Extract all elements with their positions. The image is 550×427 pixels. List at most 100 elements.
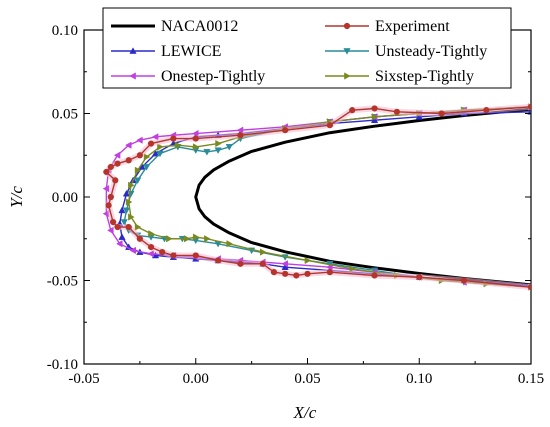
legend-item-experiment: Experiment xyxy=(325,18,450,35)
legend-marker xyxy=(343,48,351,55)
data-point xyxy=(157,143,164,151)
data-point xyxy=(527,103,531,110)
data-point xyxy=(192,129,199,138)
data-point xyxy=(326,122,333,129)
data-point xyxy=(304,270,311,277)
data-point xyxy=(259,248,267,256)
data-point xyxy=(184,235,191,243)
data-point xyxy=(142,164,151,171)
data-point xyxy=(147,140,155,147)
data-point xyxy=(156,150,164,158)
data-point xyxy=(371,105,378,112)
y-tick-label: 0.10 xyxy=(52,23,78,39)
data-point xyxy=(270,269,278,276)
data-point xyxy=(215,139,222,148)
data-point xyxy=(527,284,531,291)
data-point xyxy=(136,152,143,159)
legend-label: Sixstep-Tightly xyxy=(375,68,474,85)
data-point xyxy=(107,226,114,235)
data-point xyxy=(122,207,131,215)
data-point xyxy=(175,141,182,149)
y-tick-label: 0.05 xyxy=(52,107,78,123)
legend-label: NACA0012 xyxy=(161,18,238,35)
data-point xyxy=(281,260,288,268)
data-point xyxy=(192,143,200,151)
axis-ticks: -0.05 0.00 0.05 0.10 0.15-0.10-0.050.000.050… xyxy=(47,23,544,387)
data-point xyxy=(134,177,142,185)
data-point xyxy=(134,166,142,174)
data-point xyxy=(118,233,126,240)
series-layer xyxy=(102,103,531,291)
data-point xyxy=(204,235,211,243)
legend: NACA0012 Experiment LEWICE Unsteady-Tightly… xyxy=(102,7,512,89)
data-point xyxy=(128,181,135,189)
data-point xyxy=(103,168,110,176)
data-point xyxy=(170,135,177,142)
data-point xyxy=(192,135,199,142)
y-tick-label: -0.10 xyxy=(47,357,78,373)
data-point xyxy=(147,250,154,258)
data-point xyxy=(147,244,155,251)
data-point xyxy=(136,136,143,144)
series-experiment xyxy=(103,103,531,291)
data-point xyxy=(371,113,379,121)
x-tick-label: -0.05 xyxy=(68,371,99,387)
series-line xyxy=(194,107,531,287)
data-point xyxy=(112,177,119,184)
data-point xyxy=(259,260,266,267)
data-point xyxy=(225,144,233,151)
legend-label: LEWICE xyxy=(161,43,221,60)
data-point xyxy=(349,265,356,273)
y-tick-label: 0.00 xyxy=(52,190,78,206)
legend-item-lewice: LEWICE xyxy=(111,43,221,60)
data-point xyxy=(148,230,155,238)
data-point xyxy=(203,149,211,156)
legend-label: Experiment xyxy=(375,18,450,35)
data-point xyxy=(416,274,423,281)
legend-label: Onestep-Tightly xyxy=(161,68,265,85)
legend-item-unsteady-tightly: Unsteady-Tightly xyxy=(325,43,487,60)
legend-marker xyxy=(343,22,351,30)
data-point xyxy=(282,270,289,277)
data-point xyxy=(113,151,121,159)
data-point xyxy=(237,260,244,267)
legend-marker xyxy=(129,72,136,80)
data-point xyxy=(236,126,244,134)
data-point xyxy=(438,110,445,117)
data-point xyxy=(527,108,531,115)
data-point xyxy=(109,218,117,226)
legend-item-naca0012: NACA0012 xyxy=(111,18,238,35)
data-point xyxy=(107,193,114,201)
data-point xyxy=(483,107,490,114)
data-point xyxy=(192,233,200,241)
y-tick-label: -0.05 xyxy=(47,274,78,290)
data-point xyxy=(116,240,123,248)
legend-item-sixstep-tightly: Sixstep-Tightly xyxy=(325,68,474,85)
data-point xyxy=(349,107,356,114)
x-tick-label: 0.10 xyxy=(406,371,432,387)
data-point xyxy=(304,256,312,265)
data-point xyxy=(134,223,142,231)
data-point xyxy=(107,163,114,171)
data-point xyxy=(226,240,233,248)
data-point xyxy=(282,127,289,134)
x-tick-label: 0.05 xyxy=(294,371,320,387)
data-point xyxy=(136,235,143,242)
data-point xyxy=(214,147,222,154)
data-point xyxy=(151,133,159,141)
series-naca0012 xyxy=(194,107,531,287)
data-point xyxy=(125,198,133,206)
data-point xyxy=(124,141,132,149)
data-point xyxy=(237,132,244,139)
data-point xyxy=(166,235,173,243)
data-point xyxy=(293,272,300,279)
data-point xyxy=(460,277,468,284)
data-point xyxy=(151,251,160,259)
data-point xyxy=(122,189,131,197)
data-point xyxy=(102,185,110,193)
y-axis-label: Y/c xyxy=(7,186,26,208)
data-point xyxy=(118,206,126,214)
legend-box xyxy=(102,7,512,89)
data-point xyxy=(120,219,128,226)
